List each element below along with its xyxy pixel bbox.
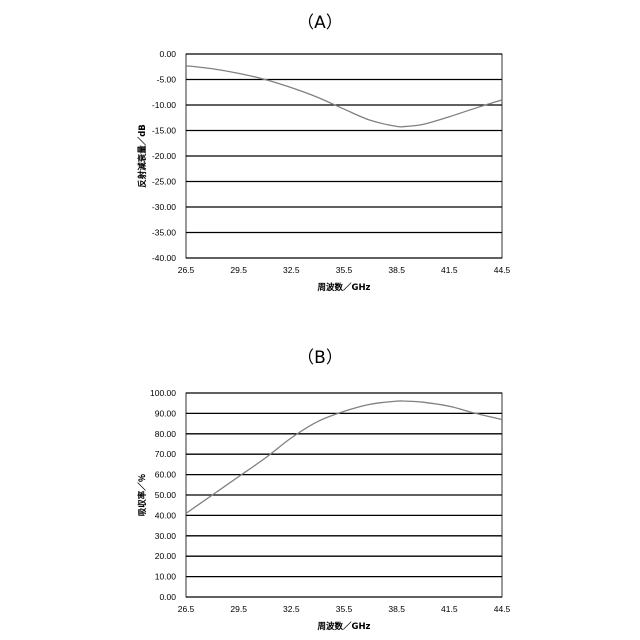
chart-a-x-tick-label: 38.5: [388, 265, 405, 275]
chart-a-series-line: [186, 66, 502, 127]
chart-a-y-tick-label: -15.00: [152, 126, 176, 136]
chart-a-y-tick-label: -35.00: [152, 228, 176, 238]
chart-b-y-tick-label: 10.00: [155, 572, 177, 582]
chart-b-y-tick-label: 90.00: [155, 408, 177, 418]
chart-b-y-tick-label: 80.00: [155, 429, 177, 439]
chart-b-y-tick-label: 100.00: [150, 388, 176, 398]
chart-b-y-tick-label: 70.00: [155, 449, 177, 459]
chart-b-y-tick-label: 0.00: [159, 592, 176, 602]
chart-a-x-tick-label: 35.5: [336, 265, 353, 275]
chart-b-y-tick-label: 40.00: [155, 510, 177, 520]
chart-a-x-tick-label: 26.5: [178, 265, 195, 275]
chart-a-y-tick-label: -20.00: [152, 151, 176, 161]
chart-a-y-tick-label: -30.00: [152, 202, 176, 212]
chart-a-x-axis-title: 周波数／GHz: [317, 282, 370, 293]
chart-b-series-line: [186, 401, 502, 513]
chart-a-y-tick-label: -5.00: [157, 75, 177, 85]
chart-a-x-tick-label: 41.5: [441, 265, 458, 275]
chart-a-y-tick-label: -10.00: [152, 100, 176, 110]
chart-a-y-tick-label: -40.00: [152, 253, 176, 263]
chart-b-y-tick-label: 30.00: [155, 531, 177, 541]
chart-a-y-tick-label: 0.00: [159, 49, 176, 59]
chart-a-y-tick-label: -25.00: [152, 177, 176, 187]
chart-a-x-tick-label: 44.5: [494, 265, 511, 275]
chart-b-x-tick-label: 38.5: [388, 604, 405, 614]
chart-b-y-axis-title: 吸収率／％: [137, 473, 148, 516]
chart-b-x-tick-label: 44.5: [494, 604, 511, 614]
chart-b-x-tick-label: 26.5: [178, 604, 195, 614]
chart-a-y-axis-title: 反射減衰量／dB: [137, 124, 148, 188]
chart-b-x-tick-label: 29.5: [230, 604, 247, 614]
chart-b-y-tick-label: 60.00: [155, 470, 177, 480]
chart-a-x-tick-label: 32.5: [283, 265, 300, 275]
chart-b-x-tick-label: 41.5: [441, 604, 458, 614]
chart-b-y-tick-label: 50.00: [155, 490, 177, 500]
chart-b-x-tick-label: 32.5: [283, 604, 300, 614]
chart-b-y-tick-label: 20.00: [155, 551, 177, 561]
chart-b-x-tick-label: 35.5: [336, 604, 353, 614]
chart-a-x-tick-label: 29.5: [230, 265, 247, 275]
chart-b-x-axis-title: 周波数／GHz: [317, 621, 370, 632]
